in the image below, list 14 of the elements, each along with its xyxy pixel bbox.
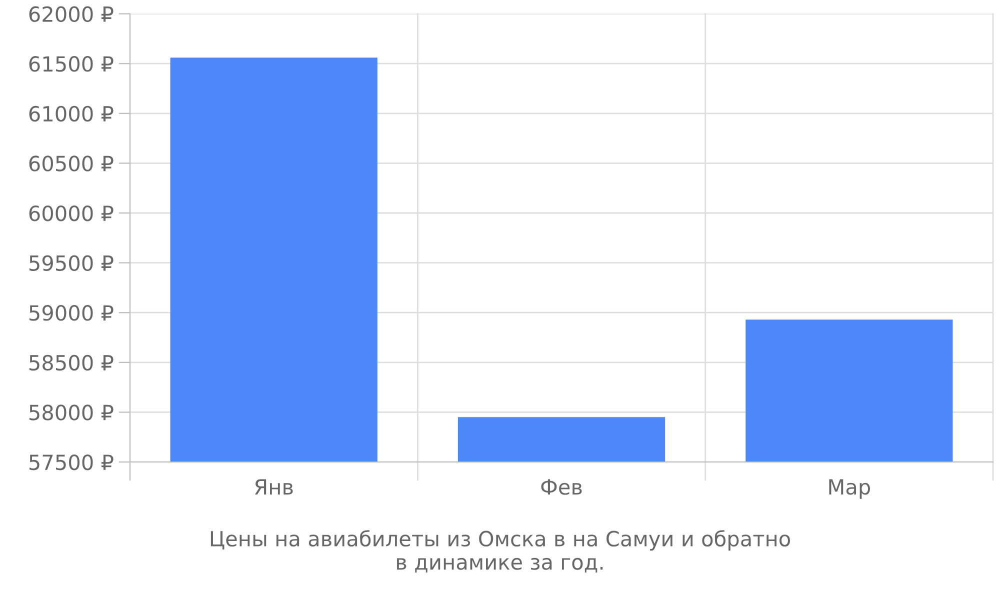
y-tick-label: 59500 ₽ bbox=[29, 255, 114, 272]
y-tick-label: 61000 ₽ bbox=[29, 106, 114, 122]
y-tick-label: 61500 ₽ bbox=[29, 56, 114, 72]
y-tick-label: 59000 ₽ bbox=[29, 305, 114, 321]
x-tick-label: Мар bbox=[829, 479, 870, 499]
y-tick-label: 58500 ₽ bbox=[29, 354, 114, 371]
text: Цены на авиабилеты из Омска в на Самуи и обратно в динамике за год. bbox=[210, 530, 790, 572]
y-tick-label: 60500 ₽ bbox=[29, 156, 114, 172]
y-tick-label: 58000 ₽ bbox=[29, 404, 114, 420]
y-tick-label: 57500 ₽ bbox=[29, 454, 114, 470]
x-tick-label: Фев bbox=[541, 479, 582, 495]
x-tick-label: Янв bbox=[255, 479, 293, 494]
y-tick-label: 60000 ₽ bbox=[29, 205, 114, 222]
y-tick-label: 62000 ₽ bbox=[29, 6, 114, 22]
